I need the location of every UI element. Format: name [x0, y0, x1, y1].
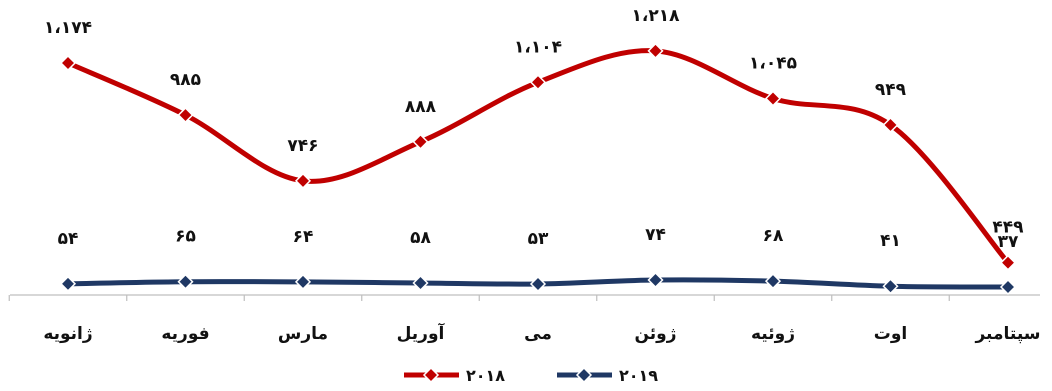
x-tick-label: ژوئن [634, 324, 676, 344]
data-label: ۹۸۵ [170, 70, 201, 90]
data-label: ۴۱ [880, 231, 901, 251]
data-point-marker [177, 273, 194, 290]
data-label: ۷۴ [645, 225, 666, 245]
data-point-marker [294, 172, 312, 189]
data-point-marker [294, 273, 312, 290]
data-point-marker [529, 74, 547, 91]
series-layer [59, 42, 1017, 296]
x-axis-ticks: ژانویه فوریه مارس آوریل می ژوئن ژوئیه اوت سپتامب… [8, 295, 1041, 344]
data-label: ۳۷ [998, 232, 1019, 252]
data-point-marker [999, 254, 1017, 271]
legend: ۲۰۱۸ ۲۰۱۹ [404, 366, 658, 385]
data-point-marker [882, 278, 899, 295]
data-label: ۵۴ [58, 229, 79, 249]
data-point-marker [59, 275, 77, 292]
data-label: ۶۴ [293, 227, 314, 247]
x-tick-label: مارس [278, 324, 328, 344]
data-point-marker [59, 54, 77, 72]
data-point-marker [177, 106, 194, 124]
data-point-marker [647, 271, 664, 289]
data-point-marker [529, 275, 547, 293]
data-point-marker [882, 116, 899, 134]
data-label: ۵۳ [528, 229, 549, 249]
data-label: ۷۴۶ [287, 136, 318, 156]
data-label: ۶۵ [175, 227, 196, 247]
data-point-marker [999, 278, 1017, 296]
data-point-marker [412, 274, 429, 292]
legend-label: ۲۰۱۹ [619, 366, 658, 385]
x-tick-label: فوریه [161, 324, 209, 344]
data-point-marker [764, 90, 782, 107]
x-tick-label: ژوئیه [751, 324, 795, 344]
data-label: ۶۸ [763, 226, 784, 246]
data-label: ۱،۱۰۴ [514, 37, 562, 57]
legend-swatch-marker [575, 366, 593, 384]
x-tick-label: ژانویه [43, 324, 92, 344]
data-labels: ۱،۱۷۴ ۹۸۵ ۷۴۶ ۸۸۸ ۱،۱۰۴ ۱،۲۱۸ ۱،۰۴۵ ۹۴۹ ۴۴۹ ۵۴ ۶۵ ۶… [44, 6, 1024, 252]
legend-swatch-marker [422, 366, 440, 384]
data-label: ۴۴۹ [992, 218, 1024, 238]
data-label: ۱،۱۷۴ [44, 18, 92, 38]
data-point-marker [412, 133, 429, 150]
data-label: ۱،۰۴۵ [749, 54, 797, 74]
data-label: ۱،۲۱۸ [632, 6, 681, 26]
x-tick-label: می [524, 324, 552, 344]
data-label: ۹۴۹ [875, 80, 907, 100]
x-tick-label: اوت [874, 324, 907, 344]
data-label: ۵۸ [410, 228, 431, 248]
data-point-marker [764, 273, 782, 290]
x-tick-label: آوریل [397, 322, 446, 344]
data-label: ۸۸۸ [405, 97, 437, 117]
x-tick-label: سپتامبر [974, 324, 1040, 344]
data-point-marker [647, 42, 664, 59]
legend-label: ۲۰۱۸ [466, 366, 505, 385]
